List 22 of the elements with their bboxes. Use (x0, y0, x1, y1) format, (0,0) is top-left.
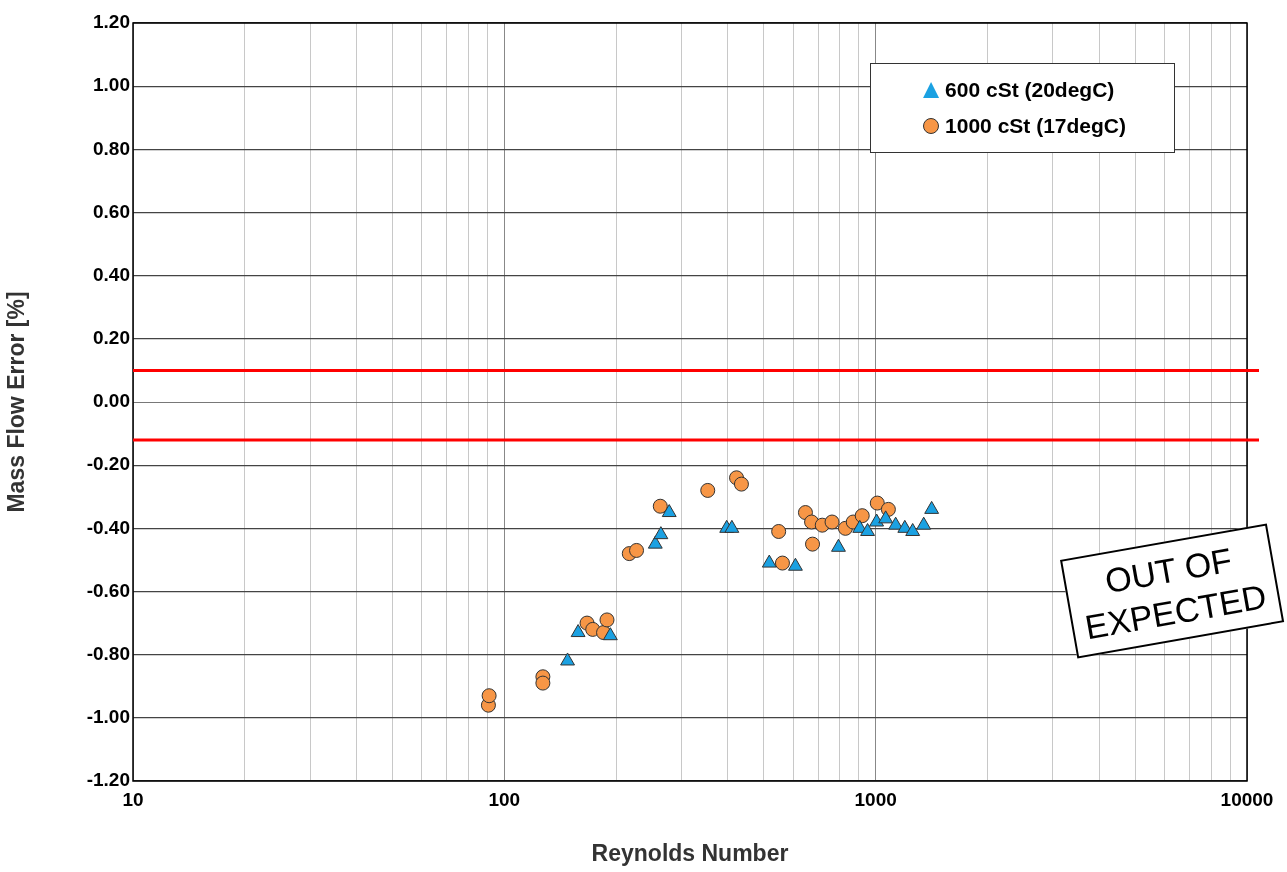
legend-label: 600 cSt (20degC) (945, 78, 1115, 102)
y-tick-label: -0.20 (86, 453, 130, 475)
y-tick-label: 0.20 (93, 327, 130, 349)
y-tick-label: 0.00 (93, 390, 130, 412)
x-tick-label: 10000 (1220, 788, 1274, 810)
y-tick-label: 0.60 (93, 200, 130, 222)
x-tick-label: 1000 (854, 788, 897, 810)
y-tick-label: -1.00 (86, 706, 130, 728)
legend-label: 1000 cSt (17degC) (945, 114, 1126, 138)
y-axis-title: Mass Flow Error [%] (3, 291, 30, 513)
y-tick-label: -0.80 (86, 642, 130, 664)
y-tick-label: 0.80 (93, 137, 130, 159)
y-tick-label: -0.40 (86, 516, 130, 538)
y-tick-label: 1.20 (93, 11, 130, 33)
x-axis-title: Reynolds Number (591, 839, 789, 866)
y-tick-label: -1.20 (86, 769, 130, 791)
y-tick-label: 0.40 (93, 263, 130, 285)
x-tick-label: 10 (122, 788, 144, 810)
x-tick-label: 100 (488, 788, 521, 810)
y-tick-label: -0.60 (86, 579, 130, 601)
y-tick-label: 1.00 (93, 74, 130, 96)
annotation: OUT OF EXPECTED (1060, 523, 1285, 659)
